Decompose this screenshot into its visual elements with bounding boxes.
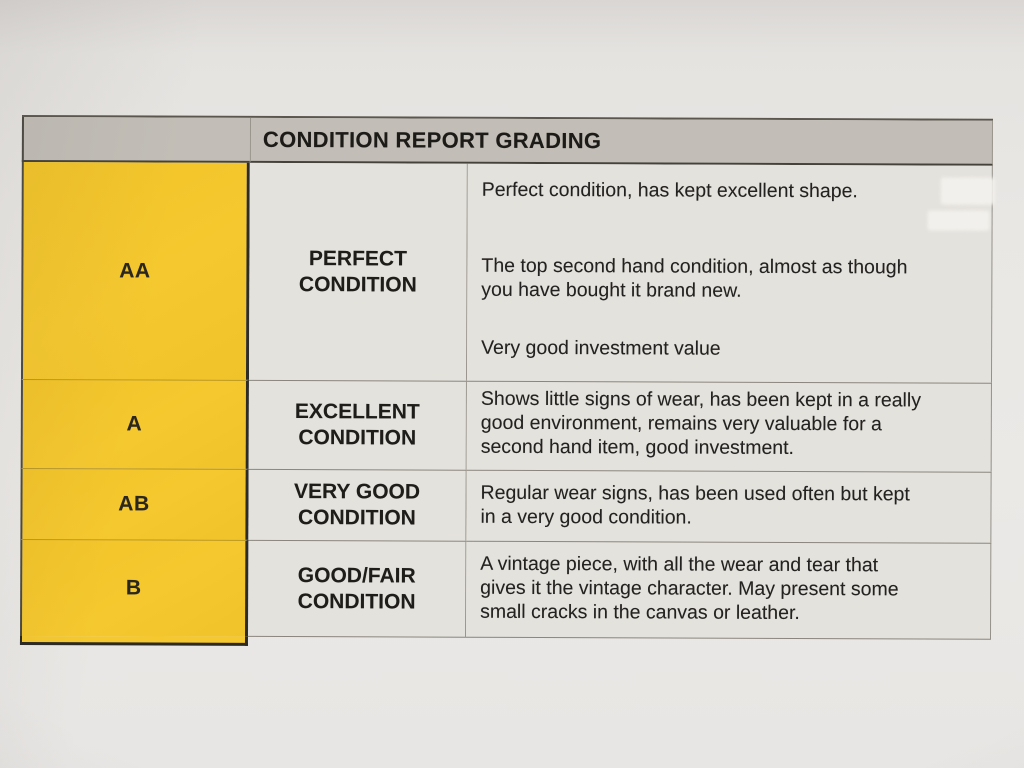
description-cell-aa: Perfect condition, has kept excellent sh… <box>466 163 993 383</box>
condition-name-cell-ab: VERY GOOD CONDITION <box>248 468 467 541</box>
description-paragraph: A vintage piece, with all the wear and t… <box>480 552 899 624</box>
description-paragraph: Shows little signs of wear, has been kep… <box>480 387 922 459</box>
header-spacer-cell <box>21 116 250 163</box>
grade-label: B <box>125 576 142 600</box>
grade-cell-ab: AB <box>20 467 249 540</box>
condition-name: GOOD/FAIR CONDITION <box>297 563 416 614</box>
condition-name-cell-b: GOOD/FAIR CONDITION <box>247 539 467 638</box>
grade-cell-aa: AA <box>20 161 250 380</box>
condition-name-cell-a: EXCELLENT CONDITION <box>248 379 467 470</box>
grade-label: AA <box>119 258 151 282</box>
condition-name-cell-aa: PERFECT CONDITION <box>248 162 468 381</box>
description-paragraph: Very good investment value <box>481 336 721 360</box>
grade-cell-b: B <box>19 538 249 637</box>
description-cell-ab: Regular wear signs, has been used often … <box>466 469 992 543</box>
condition-name: VERY GOOD CONDITION <box>293 480 421 530</box>
condition-name: EXCELLENT CONDITION <box>294 400 420 450</box>
description-paragraph: Perfect condition, has kept excellent sh… <box>481 178 858 203</box>
description-paragraph: The top second hand condition, almost as… <box>481 254 908 302</box>
grade-cell-a: A <box>20 378 249 469</box>
description-cell-a: Shows little signs of wear, has been kep… <box>466 380 992 472</box>
condition-grading-table: CONDITION REPORT GRADING AA PERFECT COND… <box>19 115 995 640</box>
table-title: CONDITION REPORT GRADING <box>262 126 602 153</box>
description-paragraph: Regular wear signs, has been used often … <box>480 481 910 529</box>
grade-label: A <box>126 412 143 436</box>
table-header: CONDITION REPORT GRADING <box>249 117 993 166</box>
description-cell-b: A vintage piece, with all the wear and t… <box>465 540 992 640</box>
condition-name: PERFECT CONDITION <box>298 246 417 297</box>
grade-label: AB <box>118 492 150 516</box>
